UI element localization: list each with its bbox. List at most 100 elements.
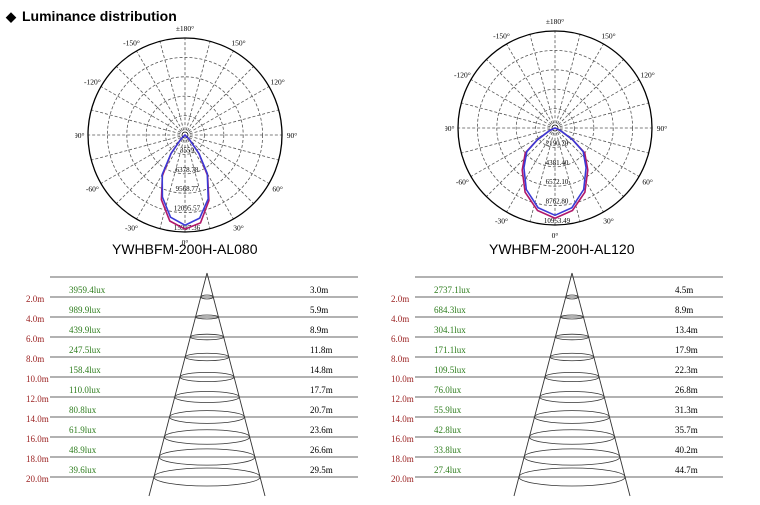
grid-spoke — [136, 139, 183, 220]
beam-ellipse — [200, 294, 214, 300]
distance-label: 14.0m — [391, 414, 414, 424]
grid-spoke — [529, 132, 555, 222]
grid-spoke — [188, 138, 254, 204]
cone-left — [148, 272, 208, 497]
diameter-value: 22.3m — [675, 365, 698, 375]
grid-spoke — [557, 43, 604, 124]
diameter-value: 40.2m — [675, 445, 698, 455]
lux-value: 55.9lux — [434, 405, 462, 415]
distance-label: 20.0m — [391, 474, 414, 484]
angle-label: 60° — [272, 185, 283, 194]
grid-spoke — [189, 109, 279, 135]
grid-spoke — [558, 131, 624, 197]
grid-spoke — [559, 79, 640, 126]
grid-spoke — [189, 137, 270, 184]
radial-label: 8762.80 — [546, 198, 569, 206]
grid-spoke — [470, 130, 551, 177]
lux-value: 110.0lux — [69, 385, 101, 395]
beam-ellipse — [560, 314, 584, 320]
diameter-value: 20.7m — [310, 405, 333, 415]
distance-label: 10.0m — [391, 374, 414, 384]
distance-label: 4.0m — [391, 314, 409, 324]
angle-label: ±180° — [546, 18, 564, 26]
distance-label: 18.0m — [391, 454, 414, 464]
grid-spoke — [470, 79, 551, 126]
diameter-value: 4.5m — [675, 285, 693, 295]
grid-ring — [515, 88, 595, 168]
diameter-value: 17.7m — [310, 385, 333, 395]
angle-label: 0° — [552, 231, 559, 240]
lux-value: 989.9lux — [69, 305, 101, 315]
diameter-value: 8.9m — [675, 305, 693, 315]
beam-ellipse — [174, 391, 240, 403]
grid-spoke — [506, 43, 553, 124]
grid-spoke — [159, 139, 185, 229]
beam-ellipse — [189, 333, 225, 341]
diameter-value: 8.9m — [310, 325, 328, 335]
polar-chart-al120: ±180° -150° 150° -120° 120° -90° 90° -60° 60° -30… — [445, 18, 668, 240]
beam-ellipse — [163, 429, 251, 445]
distribution-curve-2 — [161, 133, 210, 227]
diameter-value: 26.6m — [310, 445, 333, 455]
grid-ring — [145, 95, 225, 175]
diameter-value: 3.0m — [310, 285, 328, 295]
outer-ring — [87, 37, 283, 233]
angle-label: 0° — [182, 238, 189, 247]
distance-label: 20.0m — [26, 474, 49, 484]
distance-label: 6.0m — [26, 334, 44, 344]
grid-spoke — [189, 135, 279, 161]
section-title: Luminance distribution — [22, 8, 177, 24]
distribution-curve-2 — [523, 127, 587, 217]
radial-label: 9568.77 — [176, 185, 199, 193]
angle-label: 90° — [657, 124, 668, 133]
lux-value: 171.1lux — [434, 345, 466, 355]
radial-label: 12095.57 — [174, 205, 201, 213]
lux-value: 27.4lux — [434, 465, 462, 475]
diameter-value: 26.8m — [675, 385, 698, 395]
grid-spoke — [189, 86, 270, 133]
lux-value: 247.5lux — [69, 345, 101, 355]
distance-label: 2.0m — [26, 294, 44, 304]
distance-label: 10.0m — [26, 374, 49, 384]
diameter-value: 35.7m — [675, 425, 698, 435]
diameter-value: 11.8m — [310, 345, 332, 355]
illuminance-table-al120: 2.0m 4.0m 6.0m 8.0m 10.0m 12.0m 14.0m 16.0m 18.0… — [391, 272, 723, 497]
illuminance-table-al080: 2.0m 4.0m 6.0m 8.0m 10.0m 12.0m 14.0m 16.0m 18.0… — [26, 272, 358, 497]
grid-spoke — [136, 50, 183, 131]
radial-label: 2190.70 — [546, 139, 569, 147]
grid-spoke — [486, 131, 552, 197]
radial-label: 10953.49 — [544, 217, 571, 225]
grid-spoke — [185, 41, 211, 131]
angle-label: 150° — [601, 31, 615, 40]
center-mark — [551, 124, 559, 132]
angle-label: 150° — [231, 38, 245, 47]
radial-label: 3559 — [180, 146, 195, 154]
cone-left — [513, 272, 573, 497]
polar-chart-al080: ±180° -150° 150° -120° 120° -90° 90° -60° 60° -30… — [75, 25, 297, 247]
grid-spoke — [187, 139, 234, 220]
lux-value: 2737.1lux — [434, 285, 471, 295]
distance-label: 14.0m — [26, 414, 49, 424]
lux-value: 80.8lux — [69, 405, 97, 415]
grid-spoke — [461, 128, 551, 154]
grid-spoke — [91, 135, 181, 161]
distance-label: 18.0m — [26, 454, 49, 464]
angle-label: -90° — [445, 124, 455, 133]
grid-spoke — [555, 132, 581, 222]
distance-label: 2.0m — [391, 294, 409, 304]
angle-label: -150° — [123, 38, 140, 47]
lux-value: 48.9lux — [69, 445, 97, 455]
distance-label: 12.0m — [26, 394, 49, 404]
grid-spoke — [116, 138, 182, 204]
angle-label: -120° — [454, 71, 471, 80]
beam-ellipse — [523, 448, 621, 466]
cone-right — [571, 272, 631, 497]
beam-ellipse — [539, 391, 605, 403]
lux-value: 33.8lux — [434, 445, 462, 455]
beam-ellipse — [184, 352, 230, 362]
grid-spoke — [187, 50, 234, 131]
beam-ellipse — [549, 352, 595, 362]
beam-ellipse — [153, 467, 261, 487]
radial-label: 4381.40 — [546, 159, 569, 167]
center-mark — [181, 131, 189, 139]
